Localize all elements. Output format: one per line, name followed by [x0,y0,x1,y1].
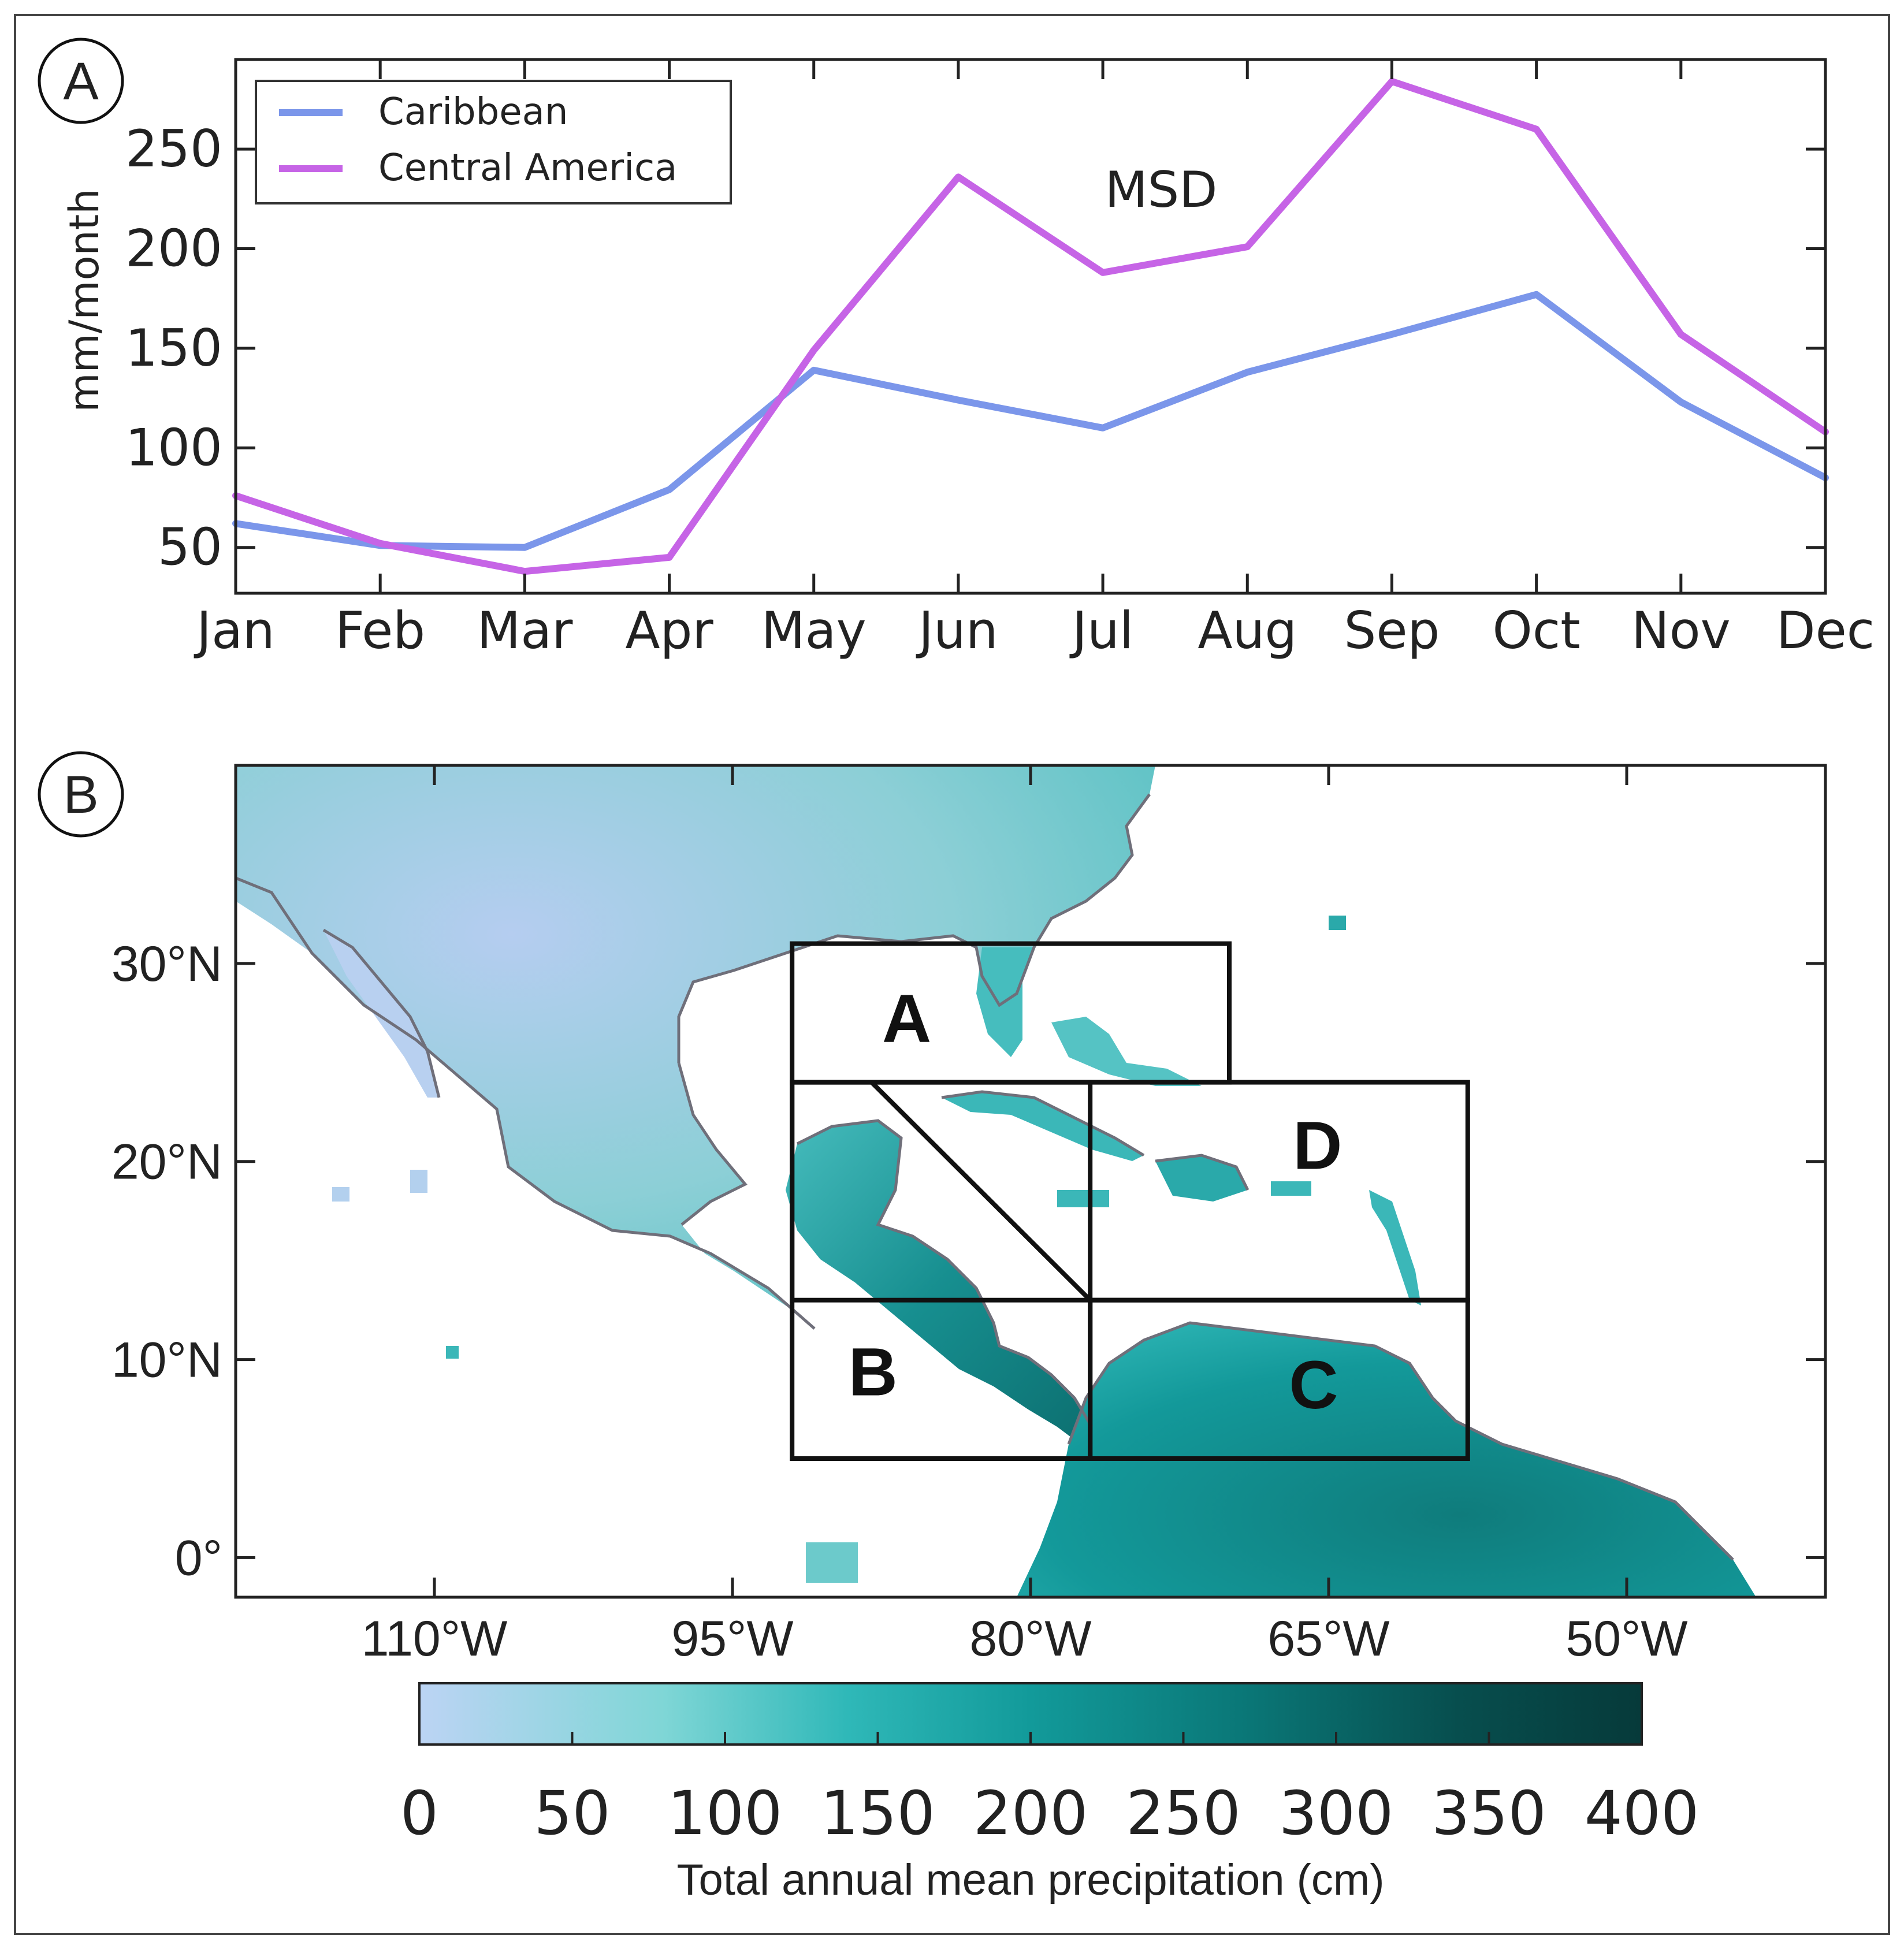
precipitation-map: A B C D 110°W 95°W 80°W 65°W 50°W 30°N 20°N 10°N 0… [111,764,1827,1667]
central-america-land [786,1121,1092,1444]
islet-land [446,1346,459,1359]
bermuda-land [1329,916,1346,930]
panel-a-letter: A [63,52,99,111]
x-tick-label: Jun [916,601,998,660]
baja-california-land [323,930,439,1098]
region-divider-b-d [869,1080,1092,1302]
y-ticks: 50 100 150 200 250 [125,119,1825,577]
map-x-ticks: 110°W 95°W 80°W 65°W 50°W [362,765,1688,1667]
map-y-tick-label: 20°N [111,1135,222,1190]
colorbar: 0 50 100 150 200 250 300 350 400 Total annual me… [400,1682,1699,1905]
map-x-tick-label: 110°W [362,1611,508,1667]
map-x-tick-label: 65°W [1267,1611,1389,1667]
legend-box [255,80,732,204]
colorbar-tick-label: 300 [1279,1778,1394,1848]
map-y-tick-label: 10°N [111,1333,222,1388]
islet-land [410,1170,427,1193]
colorbar-tick-label: 0 [400,1778,438,1848]
series-line-central-america [232,77,1829,575]
region-boxes: A B C D [790,941,1470,1461]
line-chart: Jan Feb Mar Apr May Jun Jul Aug Sep Oct Nov Dec 50 1… [61,58,1875,660]
map-x-tick-label: 95°W [671,1611,793,1667]
x-tick-label: Apr [625,601,713,660]
y-axis-label: mm/month [61,188,108,412]
colorbar-ticks: 0 50 100 150 200 250 300 350 400 [400,1732,1699,1848]
x-tick-label: Jan [194,601,275,660]
line-plot-frame [234,58,1827,595]
series-line-caribbean [232,291,1829,551]
y-tick-label: 100 [125,418,222,477]
x-tick-label: Sep [1344,601,1440,660]
map-x-tick-label: 80°W [969,1611,1091,1667]
region-label-d: D [1293,1108,1342,1184]
region-label-b: B [849,1334,898,1411]
legend-label-central-america: Central America [378,147,677,189]
jamaica-land [1057,1190,1109,1207]
colorbar-tick-label: 200 [973,1778,1088,1848]
region-label-c: C [1289,1347,1338,1423]
y-tick-label: 250 [125,119,222,178]
panel-a-label: A [38,38,124,124]
legend-label-caribbean: Caribbean [378,91,568,133]
colorbar-tick-label: 350 [1431,1778,1546,1848]
x-tick-label: Mar [477,601,573,660]
figure-frame [14,14,1890,1935]
hispaniola-land [1155,1155,1248,1202]
colorbar-tick-label: 100 [668,1778,783,1848]
legend: Caribbean Central America [255,80,732,204]
coastline-north [236,793,1151,1330]
y-tick-label: 50 [158,518,222,577]
bahamas-land [1051,1017,1202,1086]
panel-b-letter: B [63,765,98,824]
map-y-ticks: 30°N 20°N 10°N 0° [111,936,1825,1586]
x-tick-label: Dec [1776,601,1875,660]
x-tick-label: Oct [1493,601,1581,660]
region-box-d [790,1080,1470,1303]
map-x-tick-label: 50°W [1565,1611,1687,1667]
line-series-group [232,77,1829,575]
cuba-land [942,1092,1144,1161]
x-ticks: Jan Feb Mar Apr May Jun Jul Aug Sep Oct Nov Dec [194,59,1875,660]
x-tick-label: Jul [1069,601,1133,660]
map-y-tick-label: 0° [175,1530,222,1586]
galapagos-land [806,1542,858,1583]
colorbar-tick-label: 150 [820,1778,935,1848]
colorbar-tick-label: 400 [1585,1778,1700,1848]
colorbar-tick-label: 50 [534,1778,610,1848]
lesser-antilles-land [1369,1190,1421,1305]
msd-annotation: MSD [1105,161,1217,219]
y-tick-label: 200 [125,219,222,278]
region-label-a: A [882,981,931,1057]
x-tick-label: Aug [1198,601,1297,660]
coastline-south [322,928,1734,1561]
puerto-rico-land [1271,1181,1311,1196]
north-america-land [236,765,1155,1329]
map-land [236,765,1825,1597]
x-tick-label: May [761,601,867,660]
map-y-tick-label: 30°N [111,936,222,992]
colorbar-label: Total annual mean precipitation (cm) [676,1855,1384,1905]
y-tick-label: 150 [125,318,222,378]
islet-land [332,1187,349,1202]
x-tick-label: Nov [1631,601,1731,660]
colorbar-tick-label: 250 [1126,1778,1241,1848]
x-tick-label: Feb [335,601,425,660]
panel-b-label: B [38,751,124,838]
